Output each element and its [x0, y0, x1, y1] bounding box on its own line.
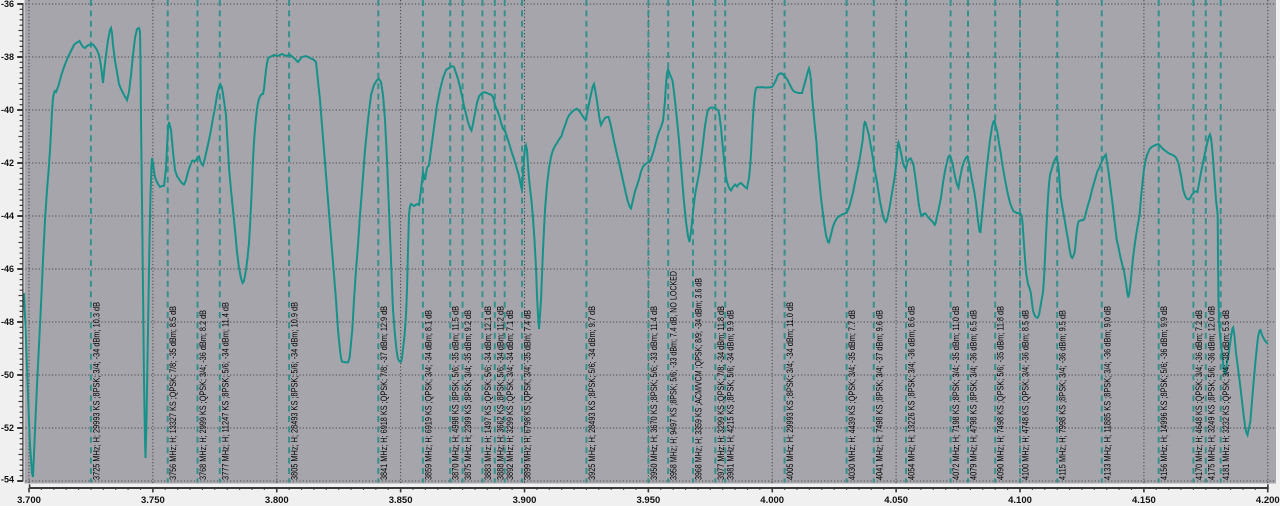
svg-text:4.100: 4.100 — [1008, 495, 1032, 506]
svg-text:3841 MHz; H; 6918 KS ;QPSK; 7/: 3841 MHz; H; 6918 KS ;QPSK; 7/8; -37 dBm… — [379, 306, 389, 480]
svg-text:3725 MHz; H; 29993 KS ;8PSK; 3: 3725 MHz; H; 29993 KS ;8PSK; 3/4; -34 dB… — [91, 302, 101, 480]
svg-text:4072 MHz; H; 7198 KS ;8PSK; 3/: 4072 MHz; H; 7198 KS ;8PSK; 3/4; -35 dBm… — [951, 306, 961, 480]
svg-text:4030 MHz; H; 4439 KS ;QPSK; 3/: 4030 MHz; H; 4439 KS ;QPSK; 3/4; -35 dBm… — [847, 310, 857, 480]
svg-text:-40: -40 — [1, 105, 14, 115]
svg-text:4.000: 4.000 — [760, 495, 784, 506]
svg-text:4.050: 4.050 — [884, 495, 908, 506]
svg-text:3888 MHz; H; 3662 KS ;8PSK; 5/: 3888 MHz; H; 3662 KS ;8PSK; 5/6; -34 dBm… — [495, 306, 505, 480]
svg-text:-52: -52 — [1, 423, 14, 433]
svg-text:3958 MHz; H; 9497 KS ;8PSK; 5/: 3958 MHz; H; 9497 KS ;8PSK; 5/6; -33 dBm… — [669, 271, 679, 480]
svg-text:-54: -54 — [1, 475, 14, 485]
svg-text:3883 MHz; H; 1497 KS ;QPSK; 5/: 3883 MHz; H; 1497 KS ;QPSK; 5/6; -34 dBm… — [483, 306, 493, 480]
svg-text:4181 MHz; H; 3232 KS ;QPSK; 3/: 4181 MHz; H; 3232 KS ;QPSK; 3/4; -38 dBm… — [1221, 310, 1231, 480]
svg-text:3756 MHz; H; 13327 KS ;QPSK; 7: 3756 MHz; H; 13327 KS ;QPSK; 7/8; -35 dB… — [168, 306, 178, 480]
svg-text:3.700: 3.700 — [17, 495, 41, 506]
svg-text:3.750: 3.750 — [141, 495, 165, 506]
svg-text:3859 MHz; H; 6919 KS ;QPSK; 3/: 3859 MHz; H; 6919 KS ;QPSK; 3/4; -34 dBm… — [423, 310, 433, 480]
svg-text:3.800: 3.800 — [265, 495, 289, 506]
svg-text:4005 MHz; H; 29993 KS ;8PSK; 3: 4005 MHz; H; 29993 KS ;8PSK; 3/4; -34 dB… — [785, 302, 795, 480]
svg-text:3805 MHz; H; 28493 KS ;8PSK; 5: 3805 MHz; H; 28493 KS ;8PSK; 5/6; -34 dB… — [290, 302, 300, 480]
svg-text:3.950: 3.950 — [637, 495, 661, 506]
svg-text:-46: -46 — [1, 264, 14, 274]
svg-text:3950 MHz; H; 3670 KS ;8PSK; 5/: 3950 MHz; H; 3670 KS ;8PSK; 5/6; -33 dBm… — [649, 306, 659, 480]
svg-text:4133 MHz; H; 11885 KS ;8PSK; 3: 4133 MHz; H; 11885 KS ;8PSK; 3/4; -36 dB… — [1102, 306, 1112, 480]
svg-text:3899 MHz; H; 6798 KS ;QPSK; 3/: 3899 MHz; H; 6798 KS ;QPSK; 3/4; -35 dBm… — [523, 310, 533, 480]
svg-text:3968 MHz; H; 3359 KS ;ACM/VCM: 3968 MHz; H; 3359 KS ;ACM/VCM ;QPSK; 8/9… — [694, 278, 704, 480]
svg-text:-48: -48 — [1, 317, 14, 327]
svg-text:3875 MHz; H; 2399 KS ;8PSK; 3/: 3875 MHz; H; 2399 KS ;8PSK; 3/4; -35 dBm… — [463, 310, 473, 480]
svg-text:4054 MHz; H; 13226 KS ;8PSK; 3: 4054 MHz; H; 13226 KS ;8PSK; 3/4; -36 dB… — [907, 306, 917, 480]
svg-text:4175 MHz; H; 3249 KS ;8PSK; 5/: 4175 MHz; H; 3249 KS ;8PSK; 5/6; -36 dBm… — [1206, 306, 1216, 480]
svg-text:-50: -50 — [1, 370, 14, 380]
svg-text:3977 MHz; H; 3299 KS ;QPSK; 7/: 3977 MHz; H; 3299 KS ;QPSK; 7/8; -34 dBm… — [716, 306, 726, 480]
svg-text:4.150: 4.150 — [1132, 495, 1156, 506]
svg-text:3981 MHz; H; 4215 KS ;8PSK; 5/: 3981 MHz; H; 4215 KS ;8PSK; 5/6; -34 dBm… — [726, 310, 736, 480]
svg-text:4090 MHz; H; 7498 KS ;QPSK; 5/: 4090 MHz; H; 7498 KS ;QPSK; 5/6; -35 dBm… — [996, 306, 1006, 480]
svg-text:4115 MHz; H; 7998 KS ;8PSK; 3/: 4115 MHz; H; 7998 KS ;8PSK; 3/4; -36 dBm… — [1058, 310, 1068, 480]
svg-text:-44: -44 — [1, 211, 14, 221]
svg-text:-38: -38 — [1, 52, 14, 62]
svg-text:3892 MHz; H; 3299 KS ;QPSK; 3/: 3892 MHz; H; 3299 KS ;QPSK; 3/4; -34 dBm… — [505, 310, 515, 480]
svg-text:4.200: 4.200 — [1256, 495, 1280, 506]
svg-text:4041 MHz; H; 7498 KS ;8PSK; 3/: 4041 MHz; H; 7498 KS ;8PSK; 3/4; -37 dBm… — [874, 310, 884, 480]
svg-text:3925 MHz; H; 28493 KS ;8PSK; 5: 3925 MHz; H; 28493 KS ;8PSK; 5/6; -34 dB… — [587, 306, 597, 480]
svg-text:4156 MHz; H; 14996 KS ;8PSK; 5: 4156 MHz; H; 14996 KS ;8PSK; 5/6; -36 dB… — [1159, 306, 1169, 480]
svg-text:4170 MHz; H; 4648 KS ;QPSK; 3/: 4170 MHz; H; 4648 KS ;QPSK; 3/4; -36 dBm… — [1194, 310, 1204, 480]
svg-text:4100 MHz; H; 4748 KS ;QPSK; 3/: 4100 MHz; H; 4748 KS ;QPSK; 3/4; -36 dBm… — [1021, 310, 1031, 480]
svg-text:-42: -42 — [1, 158, 14, 168]
svg-text:4079 MHz; H; 4798 KS ;8PSK; 3/: 4079 MHz; H; 4798 KS ;8PSK; 3/4; -36 dBm… — [969, 310, 979, 480]
svg-text:3.850: 3.850 — [389, 495, 413, 506]
svg-text:3768 MHz; H; 2999 KS ;QPSK; 3/: 3768 MHz; H; 2999 KS ;QPSK; 3/4; -36 dBm… — [198, 310, 208, 480]
svg-text:3870 MHz; H; 4998 KS ;8PSK; 5/: 3870 MHz; H; 4998 KS ;8PSK; 5/6; -35 dBm… — [451, 306, 461, 480]
svg-text:3777 MHz; H; 11247 KS ;8PSK; 5: 3777 MHz; H; 11247 KS ;8PSK; 5/6; -34 dB… — [220, 302, 230, 480]
svg-text:3.900: 3.900 — [513, 495, 537, 506]
svg-text:-36: -36 — [1, 0, 14, 9]
